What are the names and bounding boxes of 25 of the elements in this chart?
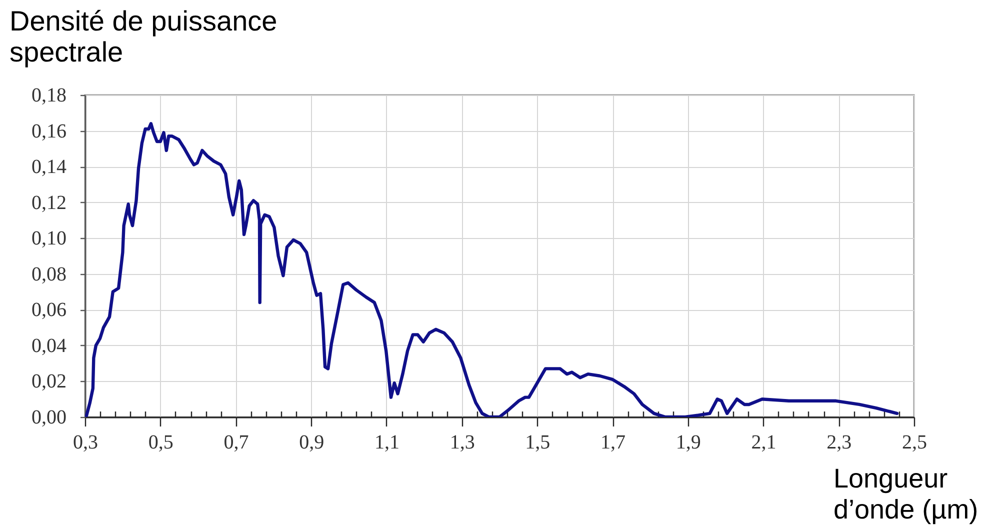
x-tick-label: 2,5 — [902, 432, 927, 454]
x-tick-label: 1,9 — [676, 432, 701, 454]
y-axis-title: Densité de puissance spectrale — [10, 6, 278, 68]
y-tick-label: 0,14 — [32, 156, 66, 178]
y-tick-label: 0,02 — [32, 370, 66, 393]
y-tick-label: 0,06 — [32, 299, 66, 322]
y-tick-label: 0,00 — [32, 406, 66, 428]
line-series — [85, 122, 899, 417]
x-tick-label: 0,9 — [299, 432, 324, 454]
y-tick-label: 0,04 — [32, 334, 66, 357]
y-tick-label: 0,12 — [32, 192, 66, 214]
y-tick-label: 0,18 — [32, 84, 66, 106]
x-tick-label: 2,1 — [751, 432, 776, 454]
x-tick-label: 1,7 — [600, 432, 626, 454]
x-axis-title: Longueur d’onde (µm) — [834, 464, 978, 524]
y-tick-label: 0,16 — [32, 120, 66, 142]
y-tick-label: 0,08 — [32, 263, 66, 286]
x-tick-label: 0,3 — [73, 432, 98, 454]
x-tick-label: 1,1 — [374, 432, 400, 454]
y-tick-label: 0,10 — [32, 228, 66, 250]
x-tick-label: 0,7 — [224, 432, 249, 454]
x-tick-label: 1,3 — [450, 432, 475, 454]
x-tick-label: 2,3 — [826, 432, 852, 454]
x-tick-label: 0,5 — [148, 432, 174, 454]
x-tick-label: 1,5 — [525, 432, 550, 454]
